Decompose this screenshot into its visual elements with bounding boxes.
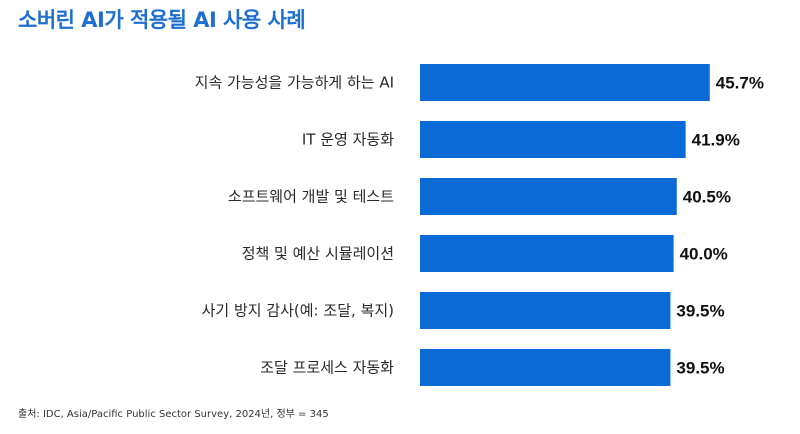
value-label: 45.7%: [716, 74, 764, 93]
bar: [420, 349, 671, 386]
source-note: 출처: IDC, Asia/Pacific Public Sector Surv…: [18, 409, 329, 420]
value-label: 41.9%: [692, 131, 740, 150]
category-label: 조달 프로세스 자동화: [260, 359, 394, 377]
bar: [420, 178, 677, 215]
category-label: 지속 가능성을 가능하게 하는 AI: [195, 74, 394, 92]
bar: [420, 292, 671, 329]
bar: [420, 235, 674, 272]
value-label: 40.5%: [683, 188, 731, 207]
value-label: 39.5%: [676, 302, 724, 321]
chart-title: 소버린 AI가 적용될 AI 사용 사례: [18, 8, 306, 32]
bar: [420, 121, 686, 158]
category-label: 정책 및 예산 시뮬레이션: [242, 245, 394, 263]
value-label: 39.5%: [676, 359, 724, 378]
category-label: IT 운영 자동화: [302, 131, 394, 149]
bar: [420, 64, 710, 101]
category-label: 사기 방지 감사(예: 조달, 복지): [202, 302, 394, 320]
category-label: 소프트웨어 개발 및 테스트: [228, 188, 394, 206]
bars-group: 지속 가능성을 가능하게 하는 AI 45.7% IT 운영 자동화 41.9% 소프트…: [195, 64, 764, 386]
value-label: 40.0%: [680, 245, 728, 264]
